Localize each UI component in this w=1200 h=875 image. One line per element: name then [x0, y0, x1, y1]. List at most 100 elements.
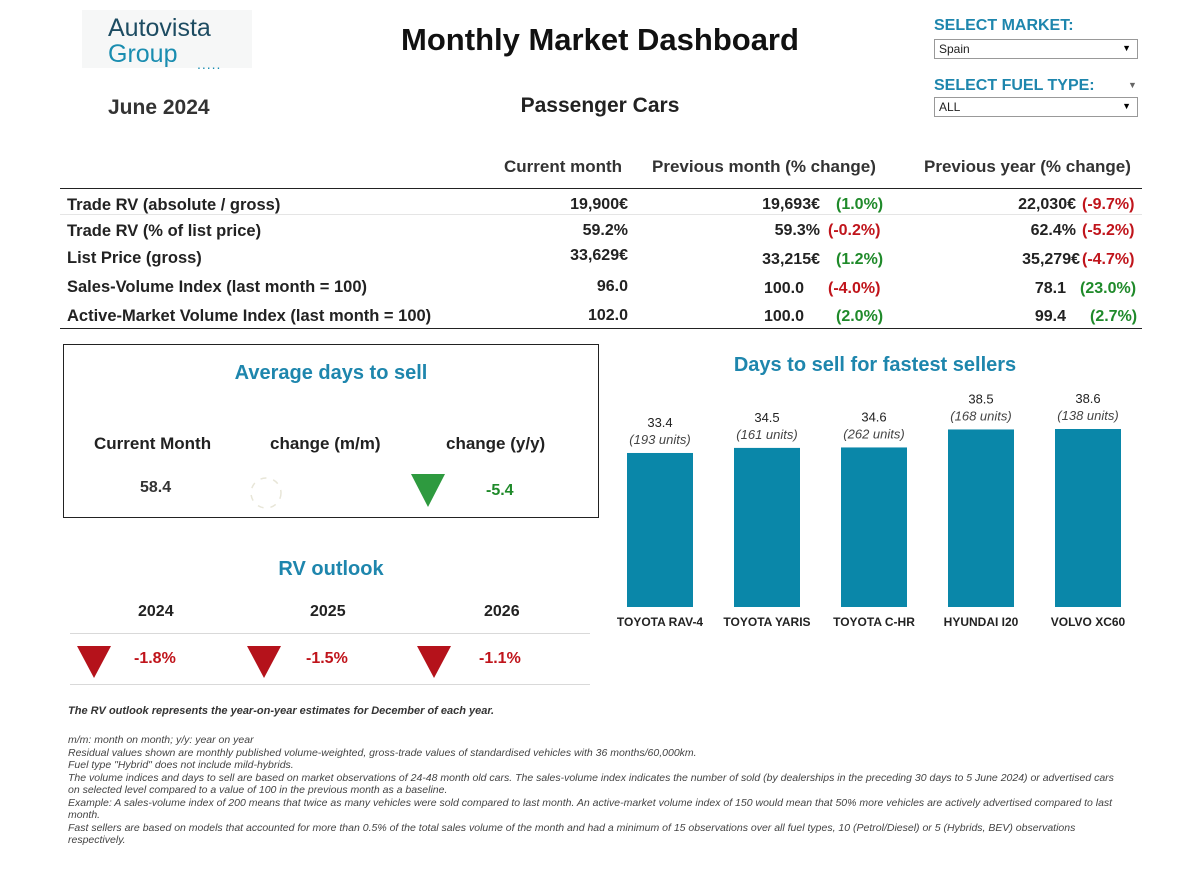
- cell-year-pct: (-4.7%): [1082, 251, 1135, 268]
- bar-units-label: (138 units): [1057, 408, 1118, 423]
- fuel-type-label: SELECT FUEL TYPE:: [934, 77, 1095, 94]
- report-month: June 2024: [108, 96, 210, 119]
- footnote-line: The volume indices and days to sell are …: [68, 771, 1114, 797]
- rv-outlook-note: The RV outlook represents the year-on-ye…: [68, 705, 495, 717]
- col-header-previous-month: Previous month (% change): [652, 157, 876, 176]
- category-tick-label: HYUNDAI I20: [944, 615, 1019, 629]
- footnotes: m/m: month on month; y/y: year on year R…: [68, 734, 1128, 847]
- bar-value-label: 33.4: [647, 415, 672, 430]
- rv-year-2025: 2025: [310, 603, 346, 620]
- bar-toyota-yaris: [734, 447, 800, 607]
- category-tick-label: TOYOTA RAV-4: [617, 615, 704, 629]
- chart-title: Days to sell for fastest sellers: [733, 354, 1017, 376]
- table-header-divider: [60, 188, 1142, 189]
- bar-toyota-rav-4: [627, 452, 693, 607]
- cell-previous-pct: (1.2%): [836, 251, 884, 268]
- triangle-down-red-icon: [417, 646, 451, 678]
- cell-previous-pct: (1.0%): [836, 196, 884, 213]
- table-bottom-divider: [60, 328, 1142, 329]
- cell-previous: 59.3%: [774, 222, 820, 239]
- page-title: Monthly Market Dashboard: [401, 22, 799, 57]
- cell-previous: 19,693€: [762, 196, 820, 213]
- footnote-line: Example: A sales-volume index of 200 mea…: [68, 796, 1113, 822]
- row-label-trade-rv-absolute: Trade RV (absolute / gross): [67, 196, 281, 214]
- bar-units-label: (168 units): [950, 408, 1011, 423]
- autovista-logo: Autovista Group .....: [82, 10, 252, 72]
- bar-units-label: (262 units): [843, 426, 904, 441]
- logo-text-line2: Group: [108, 40, 178, 68]
- bar-toyota-c-hr: [841, 447, 907, 607]
- cell-previous: 33,215€: [762, 251, 820, 268]
- col-header-previous-year: Previous year (% change): [924, 157, 1131, 176]
- triangle-down-red-icon: [77, 646, 111, 678]
- cell-previous: 100.0: [763, 280, 804, 297]
- cell-year-pct: (23.0%): [1080, 280, 1137, 297]
- rv-value-2024: -1.8%: [134, 650, 176, 667]
- footnote-line: Residual values shown are monthly publis…: [68, 746, 697, 759]
- cell-current: 59.2%: [582, 222, 628, 239]
- cell-previous-pct: (-4.0%): [828, 280, 881, 297]
- fuel-type-dropdown[interactable]: ALL ▼: [934, 97, 1138, 117]
- fuel-filter-chevron-icon[interactable]: ▼: [1128, 80, 1137, 90]
- days-col-yy: change (y/y): [446, 434, 546, 453]
- cell-year: 78.1: [1034, 280, 1066, 297]
- bar-units-label: (193 units): [629, 432, 690, 447]
- col-header-current: Current month: [504, 157, 623, 176]
- bar-hyundai-i20: [948, 429, 1014, 607]
- days-col-mm: change (m/m): [270, 434, 381, 453]
- cell-current: 102.0: [587, 307, 628, 324]
- rv-bottom-divider: [70, 684, 590, 685]
- logo-dots: .....: [197, 56, 222, 72]
- row-divider: [60, 214, 1142, 215]
- category-tick-label: TOYOTA YARIS: [723, 615, 810, 629]
- bar-units-label: (161 units): [736, 427, 797, 442]
- footnote-line: m/m: month on month; y/y: year on year: [68, 734, 254, 746]
- chevron-down-icon: ▼: [1122, 101, 1131, 111]
- market-selected-value: Spain: [939, 42, 970, 56]
- bar-value-label: 38.6: [1075, 391, 1100, 406]
- row-label-list-price: List Price (gross): [67, 249, 202, 267]
- cell-previous-pct: (2.0%): [836, 308, 884, 325]
- bar-value-label: 34.5: [754, 410, 779, 425]
- cell-year-pct: (-5.2%): [1082, 222, 1135, 239]
- rv-value-2026: -1.1%: [479, 650, 521, 667]
- cell-current: 33,629€: [570, 247, 628, 264]
- cell-current: 96.0: [596, 278, 628, 295]
- footnote-line: Fast sellers are based on models that ac…: [68, 821, 1076, 847]
- vehicle-segment: Passenger Cars: [520, 94, 680, 117]
- triangle-down-red-icon: [247, 646, 281, 678]
- days-to-sell-title: Average days to sell: [234, 362, 428, 384]
- row-label-trade-rv-percent: Trade RV (% of list price): [67, 222, 262, 240]
- bar-value-label: 38.5: [968, 391, 993, 406]
- logo-text-line1: Autovista: [108, 14, 211, 42]
- market-dropdown[interactable]: Spain ▼: [934, 39, 1138, 59]
- days-current-value: 58.4: [140, 479, 172, 496]
- category-tick-label: TOYOTA C-HR: [833, 615, 915, 629]
- triangle-down-green-icon: [411, 474, 445, 507]
- cell-year-pct: (2.7%): [1090, 308, 1138, 325]
- days-yy-value: -5.4: [486, 482, 514, 499]
- bar-volvo-xc60: [1055, 429, 1121, 607]
- cell-previous-pct: (-0.2%): [828, 222, 881, 239]
- fuel-selected-value: ALL: [939, 100, 961, 114]
- cell-year: 62.4%: [1030, 222, 1076, 239]
- rv-value-2025: -1.5%: [306, 650, 348, 667]
- row-label-active-market-index: Active-Market Volume Index (last month =…: [67, 307, 432, 325]
- cell-year: 35,279€: [1022, 251, 1080, 268]
- bar-value-label: 34.6: [861, 409, 886, 424]
- cell-year-pct: (-9.7%): [1082, 196, 1135, 213]
- neutral-indicator-icon: [250, 477, 282, 509]
- chevron-down-icon: ▼: [1122, 43, 1131, 53]
- rv-year-2024: 2024: [138, 603, 174, 620]
- cell-year: 22,030€: [1018, 196, 1076, 213]
- fastest-sellers-bar-chart: 33.4 (193 units) TOYOTA RAV-4 34.5 (161 unit…: [617, 391, 1126, 629]
- days-to-sell-panel: [63, 344, 599, 518]
- cell-year: 99.4: [1034, 308, 1066, 325]
- rv-top-divider: [70, 633, 590, 634]
- rv-year-2026: 2026: [484, 603, 520, 620]
- market-label: SELECT MARKET:: [934, 17, 1074, 34]
- cell-current: 19,900€: [570, 196, 628, 213]
- cell-previous: 100.0: [763, 308, 804, 325]
- days-col-current: Current Month: [94, 434, 212, 453]
- footnote-line: Fuel type "Hybrid" does not include mild…: [68, 759, 294, 771]
